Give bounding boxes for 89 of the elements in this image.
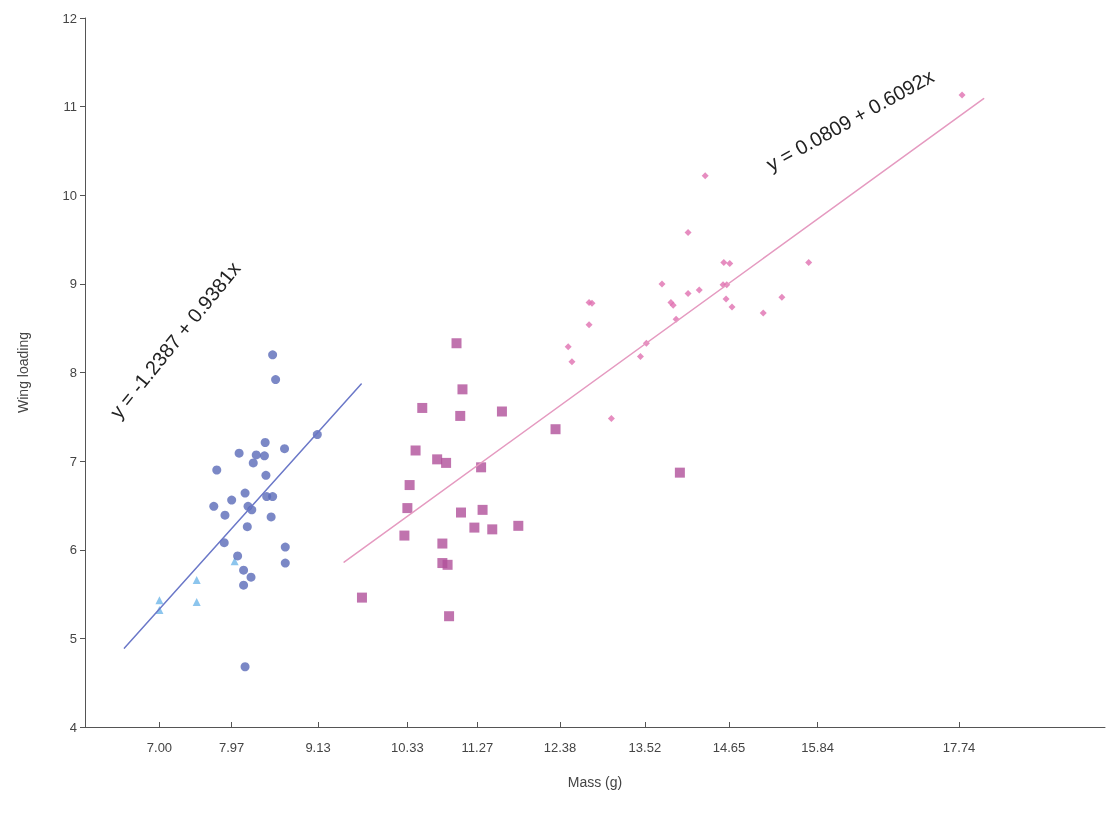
x-tick-label: 10.33 bbox=[391, 740, 424, 755]
x-tick-label: 9.13 bbox=[305, 740, 331, 755]
point bbox=[455, 507, 466, 518]
point bbox=[695, 286, 703, 294]
point bbox=[220, 510, 230, 520]
point bbox=[268, 350, 278, 360]
point bbox=[219, 538, 229, 548]
y-axis-title: Wing loading bbox=[15, 332, 31, 413]
x-tick-label: 7.00 bbox=[146, 740, 173, 755]
point bbox=[496, 406, 507, 417]
point bbox=[259, 451, 269, 461]
point bbox=[636, 353, 644, 361]
point bbox=[451, 338, 462, 349]
y-tick-label: 6 bbox=[69, 542, 77, 558]
point bbox=[155, 596, 164, 605]
point bbox=[759, 309, 767, 317]
point bbox=[212, 465, 222, 475]
point bbox=[442, 559, 453, 570]
point bbox=[248, 458, 258, 468]
point bbox=[469, 522, 480, 533]
point bbox=[684, 290, 692, 298]
point bbox=[720, 259, 728, 267]
point bbox=[674, 467, 685, 478]
point bbox=[261, 470, 271, 480]
point bbox=[684, 228, 692, 236]
point bbox=[444, 611, 455, 622]
x-tick-label: 13.52 bbox=[628, 740, 662, 755]
point bbox=[568, 358, 576, 366]
point bbox=[728, 303, 736, 311]
y-tick-label: 12 bbox=[62, 10, 77, 26]
point bbox=[192, 575, 201, 584]
point bbox=[477, 504, 488, 515]
point bbox=[410, 445, 421, 456]
point bbox=[239, 565, 249, 575]
x-tick-label: 12.38 bbox=[543, 740, 577, 755]
point bbox=[958, 91, 966, 99]
y-tick-label: 8 bbox=[69, 365, 77, 380]
point bbox=[778, 293, 786, 301]
point bbox=[457, 384, 468, 395]
point bbox=[242, 522, 252, 532]
point bbox=[513, 520, 524, 531]
point bbox=[432, 454, 443, 465]
point bbox=[417, 402, 428, 413]
point bbox=[805, 259, 813, 267]
point bbox=[234, 448, 244, 458]
point bbox=[268, 492, 278, 502]
point bbox=[701, 172, 709, 180]
point bbox=[240, 488, 250, 498]
point bbox=[564, 343, 572, 351]
point bbox=[240, 662, 250, 672]
point bbox=[239, 580, 249, 590]
y-tick-label: 10 bbox=[62, 187, 77, 203]
y-tick-label: 7 bbox=[69, 453, 77, 469]
point bbox=[550, 424, 561, 435]
point bbox=[404, 480, 415, 491]
point bbox=[455, 410, 466, 421]
x-tick-label: 7.97 bbox=[219, 740, 245, 755]
point bbox=[227, 495, 237, 505]
y-tick-label: 5 bbox=[69, 630, 77, 646]
y-tick-label: 11 bbox=[63, 99, 77, 115]
y-tick-label: 9 bbox=[69, 276, 77, 292]
point bbox=[260, 438, 270, 448]
point bbox=[722, 295, 730, 303]
point bbox=[487, 524, 498, 535]
point bbox=[356, 592, 367, 603]
point bbox=[726, 259, 734, 267]
point bbox=[585, 321, 593, 329]
point bbox=[399, 530, 410, 541]
point bbox=[192, 598, 201, 607]
x-tick-label: 17.74 bbox=[942, 740, 976, 755]
point bbox=[266, 512, 276, 522]
point bbox=[233, 551, 243, 561]
point bbox=[271, 375, 281, 385]
point bbox=[280, 542, 290, 552]
point bbox=[607, 415, 615, 423]
y-tick-label: 4 bbox=[69, 719, 77, 735]
x-axis-title: Mass (g) bbox=[567, 774, 623, 790]
point bbox=[441, 457, 452, 468]
point bbox=[280, 444, 290, 454]
x-tick-label: 11.27 bbox=[461, 740, 494, 755]
x-tick-label: 15.84 bbox=[801, 740, 834, 755]
point bbox=[658, 280, 666, 288]
point bbox=[437, 538, 448, 549]
point bbox=[280, 558, 290, 568]
x-tick-label: 14.65 bbox=[712, 740, 746, 755]
point bbox=[246, 572, 256, 582]
point bbox=[402, 503, 413, 514]
point bbox=[209, 501, 219, 511]
point bbox=[251, 450, 261, 460]
